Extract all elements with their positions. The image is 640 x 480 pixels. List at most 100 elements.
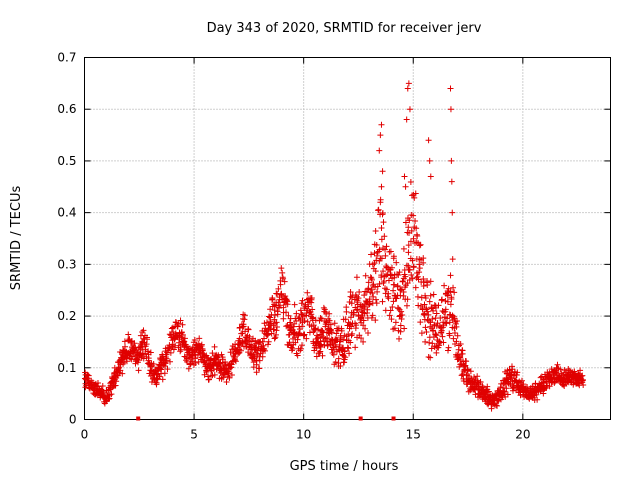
data-point — [410, 235, 417, 242]
data-point — [349, 330, 356, 337]
data-point — [376, 147, 383, 154]
data-point — [253, 361, 260, 368]
data-point — [356, 288, 363, 295]
data-point — [174, 323, 181, 330]
data-point — [459, 371, 466, 378]
data-point — [401, 173, 408, 180]
data-point — [447, 288, 454, 295]
data-point — [271, 307, 278, 314]
data-point — [477, 378, 484, 385]
data-point — [160, 353, 167, 360]
data-point — [241, 316, 248, 323]
data-point — [447, 106, 454, 113]
data-point — [464, 367, 471, 374]
data-point — [383, 286, 390, 293]
data-point — [308, 295, 315, 302]
data-point — [404, 85, 411, 92]
data-point — [299, 297, 306, 304]
data-point — [579, 376, 586, 383]
data-point — [577, 367, 584, 374]
data-point — [414, 273, 421, 280]
data-point — [430, 307, 437, 314]
data-point — [534, 396, 541, 403]
data-point — [267, 325, 274, 332]
data-point — [412, 217, 419, 224]
data-point — [397, 322, 404, 329]
data-point — [405, 80, 412, 87]
data-point — [320, 304, 327, 311]
data-point — [277, 302, 284, 309]
data-point — [304, 289, 311, 296]
data-point — [444, 298, 451, 305]
data-point — [358, 314, 365, 321]
data-point — [236, 335, 243, 342]
data-point — [327, 326, 334, 333]
data-point — [365, 285, 372, 292]
data-point — [206, 357, 213, 364]
data-point — [439, 333, 446, 340]
data-point — [377, 199, 384, 206]
data-point — [518, 377, 525, 384]
data-point — [280, 304, 287, 311]
data-point — [367, 274, 374, 281]
data-point — [385, 295, 392, 302]
y-axis-title: SRMTID / TECUs — [9, 186, 24, 291]
data-point — [85, 372, 92, 379]
y-tick-label: 0.6 — [57, 102, 76, 116]
data-point — [340, 352, 347, 359]
data-point — [271, 335, 278, 342]
data-point — [426, 298, 433, 305]
data-point — [271, 312, 278, 319]
data-point — [315, 326, 322, 333]
data-point — [372, 227, 379, 234]
y-tick-label: 0.5 — [57, 154, 76, 168]
data-point — [402, 183, 409, 190]
data-point — [209, 350, 216, 357]
data-point — [145, 348, 152, 355]
data-point — [331, 320, 338, 327]
data-point — [253, 369, 260, 376]
data-point — [308, 299, 315, 306]
data-point — [376, 246, 383, 253]
data-point — [494, 402, 501, 409]
data-point — [362, 272, 369, 279]
data-point — [339, 351, 346, 358]
data-point — [226, 365, 233, 372]
data-point — [452, 320, 459, 327]
data-point — [158, 366, 165, 373]
data-point — [492, 402, 499, 409]
data-point — [321, 306, 328, 313]
data-point — [239, 323, 246, 330]
data-point — [237, 347, 244, 354]
data-point — [426, 339, 433, 346]
data-point — [379, 209, 386, 216]
x-tick-label: 0 — [81, 428, 89, 442]
data-point — [370, 293, 377, 300]
grid-lines — [84, 57, 611, 420]
data-point — [392, 319, 399, 326]
data-point — [372, 284, 379, 291]
data-point — [378, 236, 385, 243]
data-point — [269, 296, 276, 303]
data-point — [430, 291, 437, 298]
data-point — [164, 366, 171, 373]
data-point — [400, 245, 407, 252]
data-point — [135, 367, 142, 374]
data-point — [416, 261, 423, 268]
data-point — [275, 285, 282, 292]
y-tick-label: 0.7 — [57, 51, 76, 65]
data-point — [448, 157, 455, 164]
data-point — [440, 339, 447, 346]
data-point — [394, 283, 401, 290]
data-point — [260, 342, 267, 349]
data-point — [409, 275, 416, 282]
data-point — [324, 335, 331, 342]
data-point — [457, 341, 464, 348]
data-point — [417, 241, 424, 248]
data-point — [378, 121, 385, 128]
data-point — [406, 217, 413, 224]
data-point — [232, 358, 239, 365]
data-point — [372, 268, 379, 275]
data-point — [313, 345, 320, 352]
y-tick-label: 0 — [69, 413, 77, 427]
